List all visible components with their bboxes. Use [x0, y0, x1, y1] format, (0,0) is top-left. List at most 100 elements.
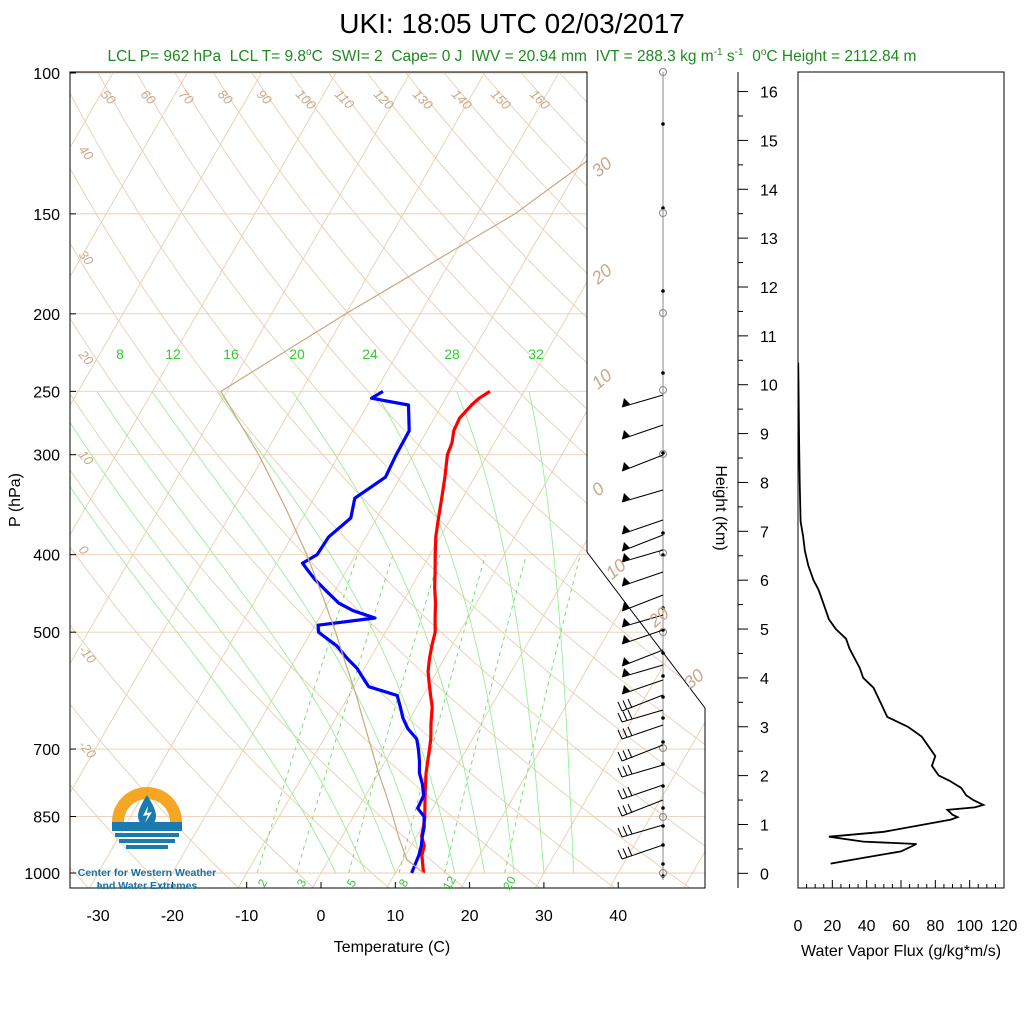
zero-c-height: 0oC Height = 2112.84 m: [752, 47, 917, 66]
height-tick-label: 10: [760, 378, 778, 395]
wind-barb-feather: [627, 786, 633, 797]
wind-barb-feather: [622, 711, 628, 721]
dry-adiabat-line: [70, 72, 242, 888]
wind-barb-feather: [617, 827, 623, 838]
mixing-ratio-label: 12: [165, 346, 181, 362]
wind-barb-feather: [617, 751, 623, 762]
wind-barb: [621, 489, 664, 503]
adiabat-label-right: 30: [588, 153, 616, 181]
moist-adiabat-line: [374, 391, 515, 874]
dry-adiabat-line: [70, 72, 166, 888]
height-tick-label: 11: [760, 329, 777, 346]
wind-barb-feather: [622, 750, 628, 760]
lcl-p: LCL P= 962 hPa: [107, 48, 222, 66]
y-tick-label: 400: [33, 548, 60, 565]
isotherm-label: 130: [410, 87, 436, 113]
height-tick-label: 14: [760, 182, 778, 199]
wind-level-dot: [661, 674, 665, 678]
adiabat-label-right: 20: [587, 260, 616, 289]
chart-title: UKI: 18:05 UTC 02/03/2017: [339, 8, 685, 39]
moist-adiabat-line: [216, 391, 456, 874]
height-tick-label: 0: [760, 866, 769, 883]
wind-level-circle: [659, 386, 667, 394]
wind-level-dot: [661, 740, 665, 744]
height-tick-label: 2: [760, 769, 769, 786]
wind-barb: [621, 764, 664, 778]
wind-barb: [621, 629, 664, 645]
wind-level-circle: [659, 744, 667, 752]
chart-subtitle: LCL P= 962 hPa LCL T= 9.8oC SWI= 2 Cape=…: [0, 47, 1024, 66]
wind-level-circle: [659, 628, 667, 636]
isotherm-label: 50: [98, 87, 119, 108]
wind-barb: [621, 679, 664, 695]
adiabat-label-right: 0: [588, 478, 609, 500]
wind-level-circle: [659, 309, 667, 317]
y-tick-label: 300: [33, 448, 60, 465]
dry-adiabat-line: [70, 72, 693, 888]
wind-barb-feather: [622, 788, 628, 798]
wind-barb: [621, 744, 664, 762]
wind-level-dot: [661, 651, 665, 655]
mixing-ratio-label: 5: [344, 876, 360, 889]
y-tick-label: 150: [33, 207, 60, 224]
flux-frame: [797, 71, 1005, 889]
y-tick-label: 250: [33, 384, 60, 401]
wind-barb-flag: [622, 493, 630, 502]
y-tick-label: 100: [33, 66, 60, 83]
temperature-line: [420, 390, 491, 874]
height-tick-label: 1: [760, 817, 769, 834]
wind-barb-flag: [622, 553, 630, 562]
isotherm-label: 140: [449, 87, 475, 113]
isotherm-line: [310, 72, 705, 888]
mixing-ratio-line: [256, 554, 358, 874]
wind-barb-flag: [622, 635, 630, 644]
wind-barb: [621, 694, 664, 712]
wind-barb-feather: [627, 803, 633, 814]
flux-x-tick-label: 20: [823, 918, 841, 935]
wind-barb-feather: [627, 698, 633, 709]
dry-adiabat-line: [70, 72, 317, 888]
mixing-ratio-label: 20: [289, 346, 305, 362]
dry-adiabat-line: [443, 72, 705, 888]
flux-x-tick-label: 80: [926, 918, 944, 935]
moist-adiabat-line: [70, 391, 337, 874]
dry-adiabat-label: 40: [76, 142, 97, 163]
dry-adiabat-line: [251, 72, 705, 888]
wind-barb-feather: [622, 766, 628, 776]
mixing-ratio-label: 28: [444, 346, 460, 362]
height-tick-label: 9: [760, 427, 769, 444]
isotherm-line: [70, 72, 496, 888]
isotherm-label: 110: [332, 87, 358, 113]
isotherm-line: [87, 72, 570, 888]
height-tick-label: 12: [760, 280, 778, 297]
x-tick-label: -10: [235, 908, 258, 925]
flux-x-tick-label: 40: [858, 918, 876, 935]
dry-adiabat-line: [70, 72, 543, 888]
wind-barb-flag: [622, 602, 630, 611]
adiabat-label-right: 10: [588, 365, 616, 393]
x-tick-label: 0: [317, 908, 326, 925]
isotherm-label: 150: [488, 87, 514, 113]
x-tick-label: 20: [461, 908, 479, 925]
wind-barb-feather: [627, 764, 633, 775]
wind-level-dot: [661, 806, 665, 810]
height-tick-label: 5: [760, 622, 769, 639]
dewpoint-line: [300, 390, 426, 874]
isotherm-line: [682, 72, 705, 888]
mixing-ratio-label: 8: [116, 346, 124, 362]
isotherm-line: [162, 72, 644, 888]
flux-x-axis-label: Water Vapor Flux (g/kg*m/s): [801, 943, 1001, 960]
wind-barb-flag: [622, 618, 630, 627]
height-tick-label: 3: [760, 720, 769, 737]
wind-barb-feather: [617, 729, 623, 740]
x-tick-label: 40: [609, 908, 627, 925]
wind-barb: [621, 571, 664, 587]
dry-adiabat-line: [290, 72, 705, 888]
isotherm-label: 90: [254, 87, 275, 108]
wind-barb-feather: [617, 849, 623, 860]
wind-level-circle: [659, 68, 667, 76]
wind-barb: [621, 784, 664, 800]
wind-level-dot: [661, 531, 665, 535]
dry-adiabat-line: [482, 72, 705, 888]
